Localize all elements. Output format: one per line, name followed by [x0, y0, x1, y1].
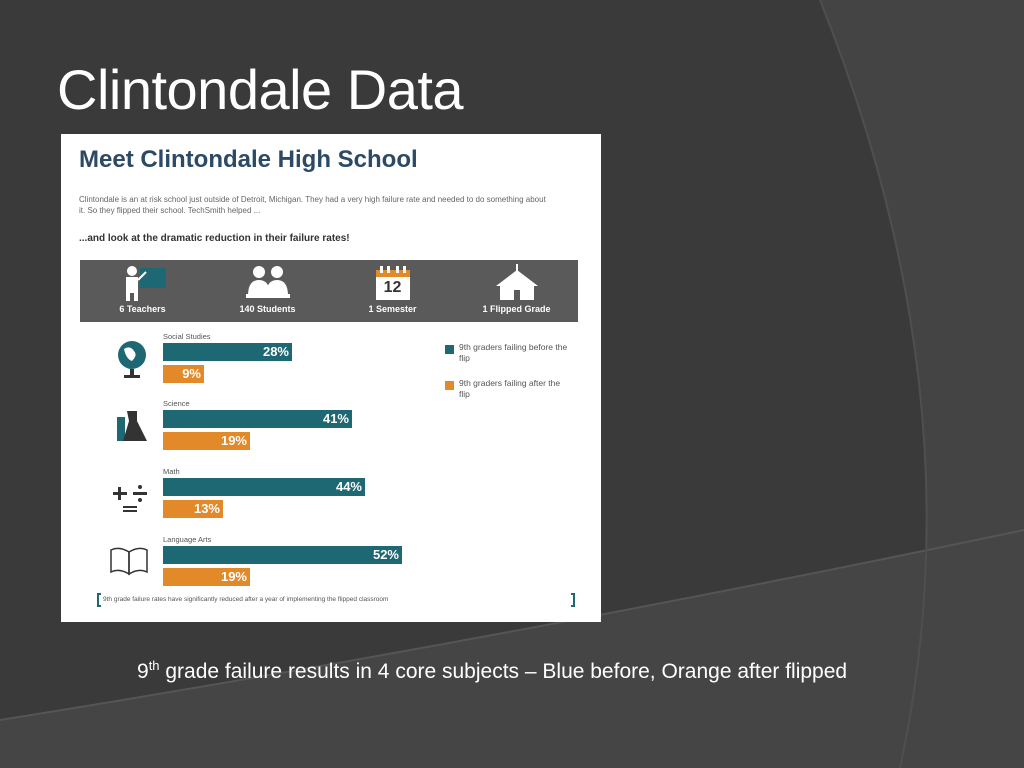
globe-icon [118, 341, 146, 378]
bar-value-label: 19% [220, 433, 247, 448]
bar-value-label: 52% [372, 547, 399, 562]
calendar-icon [375, 266, 410, 300]
infographic-image: Meet Clintondale High School Clintondale… [61, 134, 601, 622]
bar-after: 19% [163, 432, 250, 450]
stat-grade: 1 Flipped Grade [455, 260, 578, 322]
slide-title: Clintondale Data [57, 58, 464, 121]
bar-before: 52% [163, 546, 402, 564]
footnote-brackets [97, 593, 575, 607]
caption-superscript: th [148, 658, 160, 673]
stat-label: 1 Semester [368, 304, 417, 314]
bar-before: 41% [163, 410, 352, 428]
subject-label: Science [163, 399, 190, 408]
bar-before: 28% [163, 343, 292, 361]
bar-after: 19% [163, 568, 250, 586]
bar-after: 9% [163, 365, 204, 383]
stat-semester: 12 1 Semester [330, 260, 455, 322]
stats-band: 6 Teachers 140 Students 12 1 Semester [80, 260, 578, 322]
subject-label: Social Studies [163, 332, 211, 341]
caption-text: grade failure results in 4 core subjects… [159, 660, 848, 683]
teacher-icon [125, 266, 166, 301]
legend-swatch [445, 345, 454, 354]
stat-teachers: 6 Teachers [80, 260, 205, 322]
stat-students: 140 Students [205, 260, 330, 322]
bar-value-label: 41% [322, 411, 349, 426]
caption-number: 9 [137, 660, 149, 683]
legend-swatch [445, 381, 454, 390]
stat-label: 140 Students [239, 304, 296, 314]
subject-label: Math [163, 467, 180, 476]
bar-value-label: 13% [193, 501, 220, 516]
subject-label: Language Arts [163, 535, 212, 544]
infographic-callout: ...and look at the dramatic reduction in… [79, 233, 350, 244]
bar-value-label: 28% [262, 344, 289, 359]
book-icon [110, 547, 148, 576]
beaker-icon [117, 411, 147, 441]
slide-caption: 9th grade failure results in 4 core subj… [137, 658, 847, 684]
bar-after: 13% [163, 500, 223, 518]
footnote: 9th grade failure rates have significant… [103, 596, 389, 603]
calendar-number: 12 [383, 279, 402, 296]
infographic-title: Meet Clintondale High School [79, 146, 418, 173]
legend-label: 9th graders failing after the flip [459, 378, 561, 399]
bar-before: 44% [163, 478, 365, 496]
legend-label: 9th graders failing before the flip [459, 342, 568, 363]
bar-value-label: 44% [335, 479, 362, 494]
math-symbols-icon [113, 485, 147, 512]
school-icon [495, 264, 538, 300]
students-icon [245, 266, 290, 298]
bar-value-label: 19% [220, 569, 247, 584]
infographic-intro: Clintondale is an at risk school just ou… [79, 195, 546, 215]
bar-value-label: 9% [182, 366, 201, 381]
stat-label: 1 Flipped Grade [482, 304, 551, 314]
stat-label: 6 Teachers [119, 304, 166, 314]
